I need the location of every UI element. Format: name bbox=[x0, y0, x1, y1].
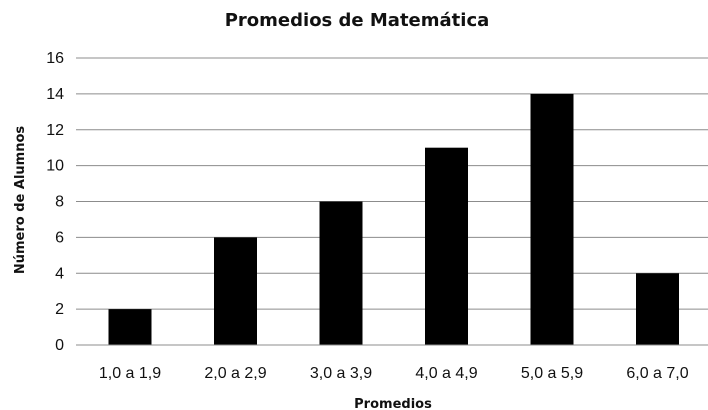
x-tick-labels: 1,0 a 1,9 2,0 a 2,9 3,0 a 3,9 4,0 a 4,9 5,0 … bbox=[99, 365, 689, 382]
x-tick-label: 1,0 a 1,9 bbox=[99, 365, 161, 382]
y-tick-label: 8 bbox=[55, 194, 64, 211]
y-tick-labels: 0 2 4 6 8 10 12 14 16 bbox=[46, 50, 64, 354]
y-tick-label: 14 bbox=[46, 86, 64, 103]
y-tick-label: 0 bbox=[55, 337, 64, 354]
bar bbox=[530, 93, 574, 345]
y-tick-label: 6 bbox=[55, 229, 64, 246]
bar bbox=[108, 309, 152, 345]
bars bbox=[108, 93, 679, 345]
y-tick-label: 16 bbox=[46, 50, 64, 67]
bar bbox=[214, 237, 257, 345]
x-tick-label: 2,0 a 2,9 bbox=[204, 365, 266, 382]
bar bbox=[636, 273, 679, 345]
x-tick-label: 6,0 a 7,0 bbox=[626, 365, 688, 382]
bar bbox=[425, 147, 468, 345]
x-tick-label: 5,0 a 5,9 bbox=[521, 365, 583, 382]
x-axis-title: Promedios bbox=[354, 397, 432, 410]
x-tick-label: 3,0 a 3,9 bbox=[310, 365, 372, 382]
y-tick-label: 10 bbox=[46, 158, 64, 175]
chart-title: Promedios de Matemática bbox=[225, 10, 490, 31]
x-tick-label: 4,0 a 4,9 bbox=[415, 365, 477, 382]
y-axis-title: Número de Alumnos bbox=[13, 126, 28, 275]
gridlines bbox=[76, 57, 708, 310]
y-tick-label: 12 bbox=[46, 122, 64, 139]
y-tick-label: 4 bbox=[55, 265, 64, 282]
y-tick-label: 2 bbox=[55, 301, 64, 318]
bar bbox=[319, 201, 363, 345]
